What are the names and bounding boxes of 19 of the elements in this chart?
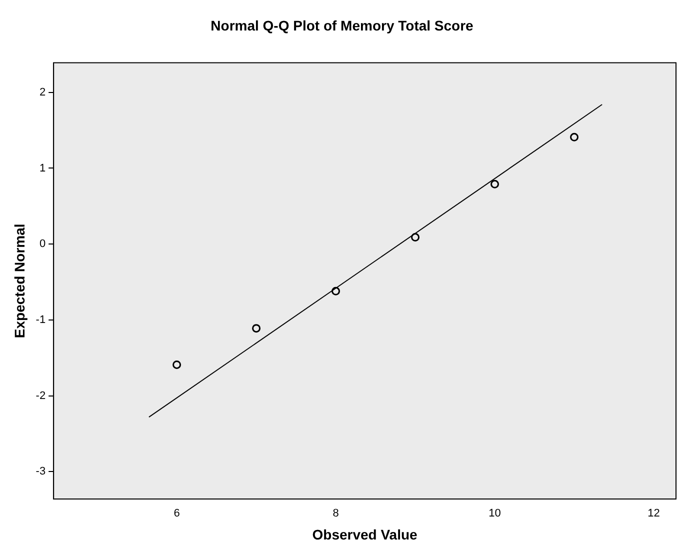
y-tick-label: -3 xyxy=(36,466,46,478)
point xyxy=(570,132,578,142)
point xyxy=(490,180,500,188)
point xyxy=(411,233,420,242)
x-tick-label: 10 xyxy=(488,508,501,520)
point xyxy=(332,286,340,296)
x-tick-label: 6 xyxy=(174,508,180,520)
x-tick-label: 12 xyxy=(648,508,660,520)
y-tick-label: 1 xyxy=(39,162,46,174)
y-tick-label: -1 xyxy=(36,314,46,326)
x-axis-title: Observed Value xyxy=(312,526,418,542)
x-tick-label: 8 xyxy=(332,508,339,520)
point xyxy=(252,324,261,333)
chart-title: Normal Q-Q Plot of Memory Total Score xyxy=(210,17,474,34)
y-tick-label: 2 xyxy=(39,86,46,98)
y-axis-title: Expected Normal xyxy=(11,224,28,338)
point xyxy=(172,360,182,369)
y-tick-label: -2 xyxy=(36,390,46,402)
y-tick-label: 0 xyxy=(39,238,46,250)
